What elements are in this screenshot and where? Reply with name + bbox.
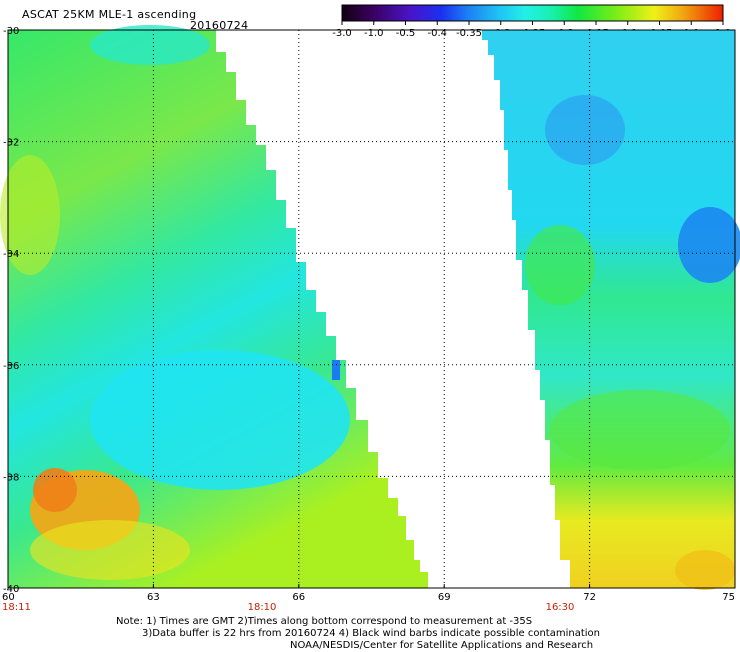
left-swath bbox=[0, 25, 428, 588]
yellow-patch-north bbox=[0, 155, 60, 275]
note-line-2: 3)Data buffer is 22 hrs from 20160724 4)… bbox=[142, 628, 600, 639]
map-date: 20160724 bbox=[190, 19, 249, 32]
colorbar-tick-label: -0.5 bbox=[396, 28, 416, 39]
latitude-axis: -30 -32 -34 -36 -38 -40 bbox=[3, 26, 19, 595]
orange-patch-southeast bbox=[675, 550, 735, 590]
longitude-label: 60 bbox=[2, 592, 15, 603]
pass-time-label: 18:10 bbox=[248, 602, 277, 613]
longitude-axis: 60 63 66 69 72 75 bbox=[2, 584, 736, 603]
graticule bbox=[8, 30, 735, 588]
longitude-label: 69 bbox=[438, 592, 451, 603]
time-labels: 18:11 18:10 16:30 bbox=[2, 602, 574, 613]
map-frame bbox=[7, 29, 736, 589]
map-title: ASCAT 25KM MLE-1 ascending bbox=[22, 8, 197, 21]
right-swath bbox=[482, 30, 740, 590]
red-orange-patch bbox=[33, 468, 77, 512]
latitude-label: -38 bbox=[3, 472, 19, 483]
longitude-label: 66 bbox=[292, 592, 305, 603]
longitude-label: 63 bbox=[147, 592, 160, 603]
note-line-1: Note: 1) Times are GMT 2)Times along bot… bbox=[116, 616, 533, 627]
pass-time-label: 16:30 bbox=[546, 602, 575, 613]
latitude-label: -32 bbox=[3, 138, 19, 149]
latitude-label: -34 bbox=[3, 249, 19, 260]
longitude-label: 72 bbox=[583, 592, 596, 603]
note-line-3: NOAA/NESDIS/Center for Satellite Applica… bbox=[290, 640, 594, 651]
blue-patch-north bbox=[545, 95, 625, 165]
green-patch-south bbox=[550, 390, 730, 470]
yellow-patch-south bbox=[30, 520, 190, 580]
green-patch-west bbox=[525, 225, 595, 305]
longitude-label: 75 bbox=[722, 592, 735, 603]
colorbar-tick-label: -3.0 bbox=[332, 28, 352, 39]
blue-pixel bbox=[332, 360, 340, 380]
blue-patch-east bbox=[678, 207, 740, 283]
latitude-label: -40 bbox=[3, 584, 19, 595]
colorbar-tick-label: -0.35 bbox=[456, 28, 482, 39]
colorbar-tick-label: -1.0 bbox=[364, 28, 384, 39]
cyan-patch-center bbox=[90, 350, 350, 490]
colorbar-tick-label: -0.4 bbox=[427, 28, 447, 39]
latitude-label: -30 bbox=[3, 26, 19, 37]
cyan-patch-upper bbox=[90, 25, 210, 65]
pass-time-label: 18:11 bbox=[2, 602, 31, 613]
latitude-label: -36 bbox=[3, 361, 19, 372]
